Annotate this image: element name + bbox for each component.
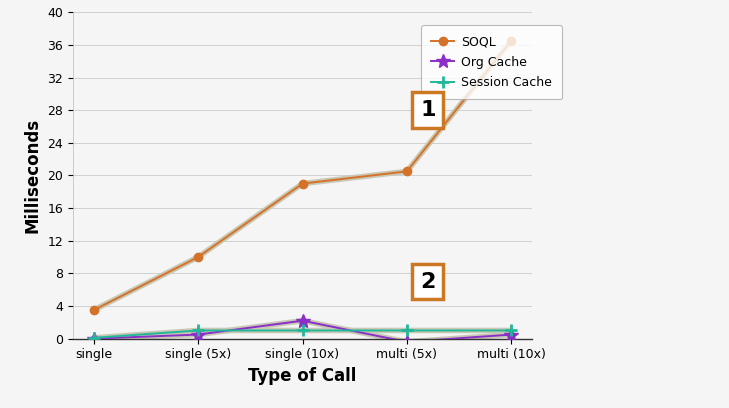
- Y-axis label: Milliseconds: Milliseconds: [24, 118, 42, 233]
- Text: 1: 1: [420, 100, 435, 120]
- Text: 2: 2: [420, 271, 435, 292]
- Legend: SOQL, Org Cache, Session Cache: SOQL, Org Cache, Session Cache: [421, 25, 562, 99]
- X-axis label: Type of Call: Type of Call: [249, 367, 356, 385]
